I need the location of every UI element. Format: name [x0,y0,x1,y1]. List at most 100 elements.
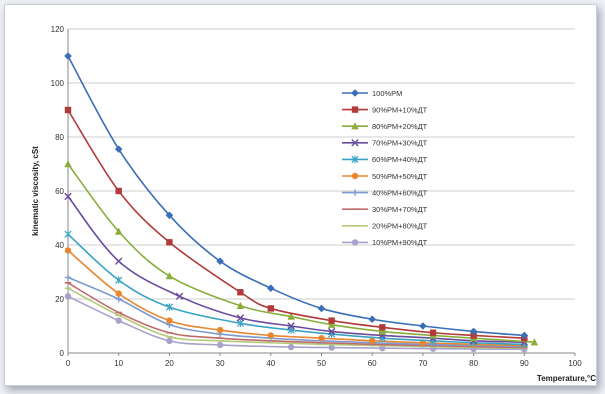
data-point [115,317,122,324]
data-point [64,192,72,201]
y-axis-title: kinematic viscosity, cSt [31,146,40,236]
legend-item: 20%РМ+80%ДТ [342,222,428,231]
series-line [67,233,525,346]
series-10-90- [64,293,528,353]
data-point [318,334,325,342]
data-point [115,290,122,297]
data-point [419,322,427,330]
data-point [64,160,72,168]
series-40-60- [64,274,528,350]
legend-marker [351,139,359,147]
x-tick-label: 90 [520,359,529,368]
data-point [64,293,72,300]
data-point [236,314,245,322]
series-line [67,282,525,349]
grid-lines [68,28,575,300]
series-line [67,195,525,343]
y-tick-label: 40 [55,241,64,250]
series-line [67,287,525,349]
series-50-50- [64,247,528,349]
legend-item: 70%РМ+30%ДТ [342,139,428,148]
data-point [165,303,174,311]
legend-item: 10%РМ+90%ДТ [342,238,428,247]
x-tick-label: 100 [568,359,582,368]
data-point [379,324,386,331]
legend-marker [351,239,359,246]
legend-label: 90%РМ+10%ДТ [372,105,428,114]
series-line [67,295,525,351]
data-point [317,304,326,313]
data-point [216,341,224,349]
x-tick-label: 70 [418,359,427,368]
data-point [115,295,122,303]
legend-label: 100%РМ [372,89,402,98]
data-point [166,317,173,324]
data-point [267,332,274,339]
legend-label: 30%РМ+70%ДТ [372,205,428,214]
data-point [267,284,275,292]
legend-marker [351,122,359,130]
data-point [64,106,72,114]
data-point [165,211,174,220]
x-tick-label: 60 [368,359,377,368]
series-line [67,249,525,347]
legend-label: 60%РМ+40%ДТ [372,155,428,164]
data-point [115,276,123,284]
data-point [470,332,477,339]
data-point [216,257,224,265]
series-line [67,276,525,348]
y-tick-label: 100 [51,79,65,88]
data-point [327,320,336,328]
legend-label: 10%РМ+90%ДТ [372,238,428,247]
legend: 100%РМ 90%РМ+10%ДТ 80%РМ+20%ДТ 70%РМ+30%ДТ 6… [342,89,428,247]
y-tick-label: 80 [55,133,64,142]
x-tick-label: 40 [266,359,275,368]
series-line [67,163,535,343]
x-tick-label: 30 [216,359,225,368]
data-point [328,317,335,324]
data-point [236,319,245,327]
data-point [165,272,174,280]
data-point [115,257,123,265]
x-tick-labels: 0 10 20 30 40 50 60 70 80 90 100 [66,353,582,368]
legend-item: 80%РМ+20%ДТ [342,122,428,131]
data-point [114,145,123,153]
data-point [64,52,72,60]
data-point [287,312,295,320]
x-tick-label: 80 [469,359,478,368]
x-tick-label: 20 [165,359,174,368]
legend-item: 30%РМ+70%ДТ [342,205,428,214]
data-point [115,227,123,235]
legend-marker [351,106,359,113]
data-point [530,338,539,346]
legend-item: 40%РМ+60%ДТ [342,188,428,197]
y-tick-label: 60 [55,187,64,196]
legend-label: 40%РМ+60%ДТ [372,188,428,197]
legend-label: 20%РМ+80%ДТ [372,222,428,231]
x-tick-label: 50 [317,359,326,368]
y-tick-label: 0 [60,349,65,358]
data-point [368,315,376,324]
legend-marker [351,155,359,164]
data-point [379,344,386,352]
data-point [236,301,245,309]
x-axis-title: Temperature,°C [537,374,596,383]
y-tick-label: 120 [51,25,65,34]
legend-label: 80%РМ+20%ДТ [372,122,428,131]
data-point [287,322,295,330]
data-point [166,239,173,246]
legend-item: 50%РМ+50%ДТ [342,172,428,181]
data-point [520,331,529,340]
data-point [166,337,173,345]
legend-marker [351,89,359,97]
data-point [369,337,376,345]
series-100- [64,52,529,340]
y-tick-label: 20 [55,295,64,304]
data-point [64,247,72,254]
legend-marker [351,172,359,180]
y-tick-labels: 0 20 40 60 80 100 120 [51,25,65,358]
legend-marker [351,189,359,196]
series-90-10- [64,106,528,342]
data-point [216,326,224,334]
legend-item: 90%РМ+10%ДТ [342,105,428,114]
